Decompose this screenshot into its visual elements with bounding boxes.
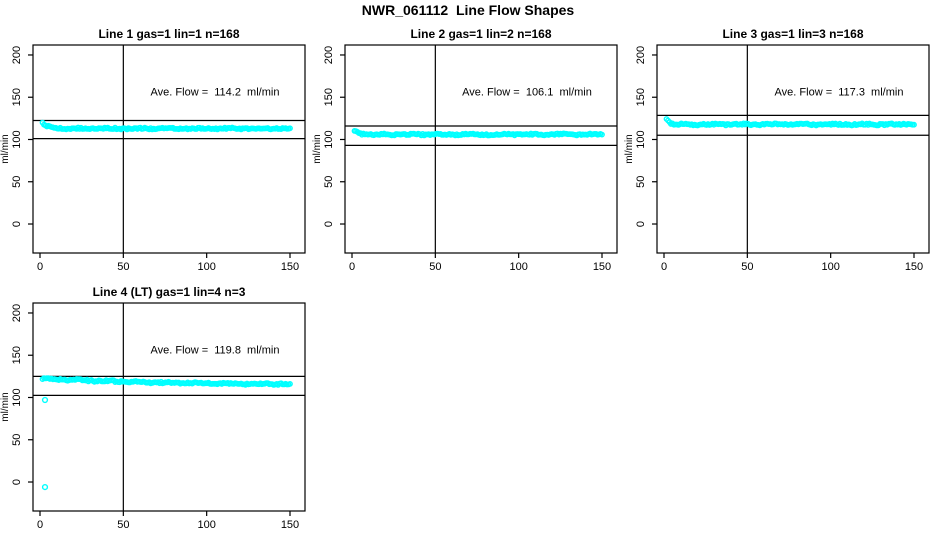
y-axis-ticks: 0 50 100 150 200 [11,46,33,227]
panel-title: Line 1 gas=1 lin=1 n=168 [98,27,239,41]
y-axis-ticks: 0 50 100 150 200 [323,46,345,227]
y-tick-label: 200 [635,46,647,64]
data-point [911,121,917,128]
line-2-flow-chart: Line 2 gas=1 lin=2 n=168 Ave. Flow = 106.… [312,27,618,273]
flow-trace-points [39,119,293,133]
panel-line-1: Line 1 gas=1 lin=1 n=168 Ave. Flow = 114.… [0,15,312,285]
x-tick-label: 0 [37,519,43,531]
y-axis-ticks: 0 50 100 150 200 [635,46,657,227]
y-tick-label: 200 [11,304,23,322]
panel-line-2: Line 2 gas=1 lin=2 n=168 Ave. Flow = 106.… [312,15,624,285]
x-tick-label: 50 [117,519,129,531]
x-tick-label: 150 [905,261,923,273]
ave-flow-annotation: Ave. Flow = 114.2 ml/min [151,87,280,99]
y-tick-label: 50 [11,176,23,188]
ave-flow-annotation: Ave. Flow = 117.3 ml/min [775,87,904,99]
flow-trace-points [39,375,293,491]
data-point [287,381,293,387]
y-tick-label: 50 [11,434,23,446]
y-axis-label: ml/min [0,392,11,421]
x-tick-label: 100 [509,261,527,273]
x-tick-label: 50 [741,261,753,273]
y-tick-label: 0 [635,221,647,227]
data-point [287,125,293,132]
x-tick-label: 50 [429,261,441,273]
outlier-point [41,396,49,404]
plot-box [344,44,618,254]
y-axis-label: ml/min [624,134,635,163]
line-1-flow-chart: Line 1 gas=1 lin=1 n=168 Ave. Flow = 114.… [0,27,306,273]
y-tick-label: 150 [635,88,647,106]
panel-line-3: Line 3 gas=1 lin=3 n=168 Ave. Flow = 117.… [624,15,936,285]
x-tick-label: 100 [197,519,215,531]
y-tick-label: 50 [635,176,647,188]
y-axis-label: ml/min [0,134,11,163]
y-tick-label: 150 [11,88,23,106]
panel-title: Line 2 gas=1 lin=2 n=168 [410,27,551,41]
x-tick-label: 150 [281,519,299,531]
line-4-flow-chart: Line 4 (LT) gas=1 lin=4 n=3 Ave. Flow = 1… [0,285,306,531]
ave-flow-annotation: Ave. Flow = 106.1 ml/min [462,87,592,99]
x-tick-label: 100 [197,261,215,273]
y-tick-label: 50 [323,176,335,188]
data-point [599,131,605,138]
y-tick-label: 0 [11,221,23,227]
y-tick-label: 0 [323,221,335,227]
panel-title: Line 4 (LT) gas=1 lin=4 n=3 [93,285,246,299]
x-tick-label: 150 [593,261,611,273]
x-tick-label: 0 [349,261,355,273]
y-tick-label: 150 [323,88,335,106]
x-tick-label: 0 [661,261,667,273]
plot-box [32,44,306,254]
panel-line-4: Line 4 (LT) gas=1 lin=4 n=3 Ave. Flow = 1… [0,273,312,540]
flow-trace-points [663,116,917,129]
ave-flow-annotation: Ave. Flow = 119.8 ml/min [151,345,280,357]
y-tick-label: 200 [323,46,335,64]
y-tick-label: 100 [11,388,23,406]
y-tick-label: 100 [323,130,335,148]
x-tick-label: 150 [281,261,299,273]
x-axis-ticks: 0 50 100 150 [37,511,299,531]
figure-title: NWR_061112 Line Flow Shapes [361,2,575,18]
x-axis-ticks: 0 50 100 150 [349,253,611,273]
y-tick-label: 100 [11,130,23,148]
panel-title: Line 3 gas=1 lin=3 n=168 [722,27,863,41]
y-tick-label: 150 [11,346,23,364]
x-tick-label: 50 [117,261,129,273]
x-axis-ticks: 0 50 100 150 [661,253,923,273]
y-tick-label: 200 [11,46,23,64]
y-tick-label: 100 [635,130,647,148]
y-axis-label: ml/min [312,134,323,163]
plot-box [656,44,930,254]
x-tick-label: 0 [37,261,43,273]
plot-box [32,302,306,512]
y-axis-ticks: 0 50 100 150 200 [11,304,33,485]
y-tick-label: 0 [11,479,23,485]
x-tick-label: 100 [821,261,839,273]
line-3-flow-chart: Line 3 gas=1 lin=3 n=168 Ave. Flow = 117.… [624,27,930,273]
x-axis-ticks: 0 50 100 150 [37,253,299,273]
outlier-point [41,484,49,491]
flow-trace-points [351,128,605,139]
